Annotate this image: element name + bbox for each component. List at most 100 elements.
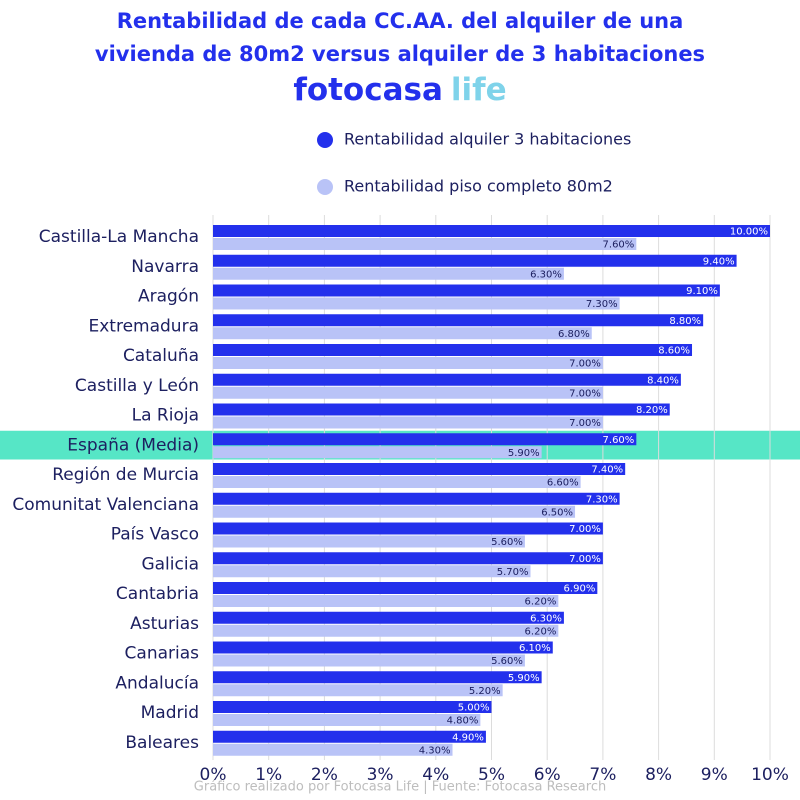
bar — [213, 433, 637, 446]
bar — [213, 730, 486, 743]
bar — [213, 284, 720, 297]
y-tick-label: Castilla y León — [75, 376, 199, 396]
value-label: 8.40% — [647, 375, 679, 386]
value-label: 8.20% — [636, 405, 668, 416]
value-label: 9.40% — [703, 256, 735, 267]
bar — [213, 595, 559, 607]
bar — [213, 373, 681, 386]
bar — [213, 701, 492, 713]
bar — [213, 552, 603, 565]
value-label: 7.40% — [591, 465, 623, 476]
value-label: 8.80% — [669, 316, 701, 327]
y-tick-label: La Rioja — [132, 406, 199, 426]
x-tick-label: 6% — [534, 765, 561, 785]
bar — [213, 463, 626, 475]
y-tick-label: Extremadura — [89, 316, 200, 336]
bar — [213, 535, 525, 548]
y-tick-label: Cantabria — [116, 584, 199, 604]
bar — [213, 611, 564, 624]
y-tick-label: País Vasco — [111, 525, 199, 545]
value-label: 6.50% — [541, 507, 573, 518]
value-label: 10.00% — [730, 227, 768, 238]
value-label: 6.10% — [519, 643, 551, 654]
value-label: 4.80% — [447, 716, 479, 727]
y-tick-label: Cataluña — [123, 346, 199, 366]
x-tick-label: 10% — [751, 765, 789, 785]
x-tick-label: 8% — [645, 765, 672, 785]
x-tick-label: 3% — [367, 765, 394, 785]
value-label: 7.00% — [569, 359, 601, 370]
y-tick-label: Asturias — [130, 614, 199, 634]
bar — [213, 416, 603, 429]
value-label: 7.00% — [569, 418, 601, 429]
bar — [213, 238, 637, 250]
value-label: 5.70% — [497, 567, 529, 578]
value-label: 5.90% — [508, 673, 540, 684]
logo-suffix: life — [451, 72, 507, 108]
x-tick-label: 2% — [311, 765, 338, 785]
bar — [213, 505, 576, 518]
bar — [213, 654, 525, 667]
value-label: 7.60% — [603, 240, 635, 251]
legend-swatch — [317, 179, 333, 195]
bar — [213, 314, 704, 327]
value-label: 5.20% — [469, 686, 501, 697]
value-label: 6.30% — [530, 613, 562, 624]
value-label: 6.60% — [547, 478, 579, 489]
bar — [213, 225, 770, 237]
y-tick-label: Aragón — [138, 287, 199, 307]
x-tick-label: 5% — [478, 765, 505, 785]
value-label: 6.80% — [558, 329, 590, 340]
bar — [213, 714, 481, 726]
value-label: 7.30% — [586, 299, 618, 310]
bar — [213, 743, 453, 756]
y-tick-label: Navarra — [131, 257, 199, 277]
bar — [213, 684, 503, 697]
bar — [213, 327, 592, 340]
value-label: 7.00% — [569, 388, 601, 399]
logo: fotocasa life — [293, 72, 506, 108]
value-label: 5.60% — [491, 537, 523, 548]
value-label: 5.90% — [508, 448, 540, 459]
bar — [213, 344, 693, 356]
value-label: 5.00% — [458, 703, 490, 714]
bar — [213, 624, 559, 637]
source: Gráfico realizado por Fotocasa Life | Fu… — [194, 780, 606, 795]
bar — [213, 582, 598, 594]
bar — [213, 357, 603, 369]
value-label: 6.20% — [525, 626, 557, 637]
value-label: 7.00% — [569, 524, 601, 535]
y-tick-label: Madrid — [141, 703, 199, 723]
bar — [213, 446, 542, 459]
value-label: 6.30% — [530, 269, 562, 280]
bar — [213, 254, 737, 267]
value-label: 7.30% — [586, 494, 618, 505]
bar — [213, 641, 553, 654]
y-tick-label: España (Media) — [67, 435, 199, 455]
x-tick-label: 4% — [422, 765, 449, 785]
value-label: 9.10% — [686, 286, 718, 297]
value-label: 8.60% — [658, 346, 690, 357]
value-label: 7.00% — [569, 554, 601, 565]
y-tick-label: Canarias — [125, 644, 200, 664]
legend-swatch — [317, 132, 333, 148]
y-tick-label: Comunitat Valenciana — [12, 495, 199, 515]
bar — [213, 403, 670, 416]
value-label: 5.60% — [491, 656, 523, 667]
y-tick-label: Región de Murcia — [52, 465, 199, 485]
x-tick-label: 1% — [255, 765, 282, 785]
value-label: 6.20% — [525, 597, 557, 608]
y-tick-label: Baleares — [125, 733, 199, 753]
y-tick-label: Andalucía — [115, 673, 199, 693]
bar — [213, 565, 531, 578]
bar — [213, 386, 603, 399]
value-label: 6.90% — [564, 584, 596, 595]
chart-title: vivienda de 80m2 versus alquiler de 3 ha… — [95, 42, 705, 66]
bar — [213, 476, 581, 488]
bar — [213, 297, 620, 310]
y-tick-label: Castilla-La Mancha — [39, 227, 199, 247]
legend-label: Rentabilidad alquiler 3 habitaciones — [344, 130, 631, 149]
bar — [213, 522, 603, 535]
bar — [213, 492, 620, 505]
x-tick-label: 7% — [589, 765, 616, 785]
